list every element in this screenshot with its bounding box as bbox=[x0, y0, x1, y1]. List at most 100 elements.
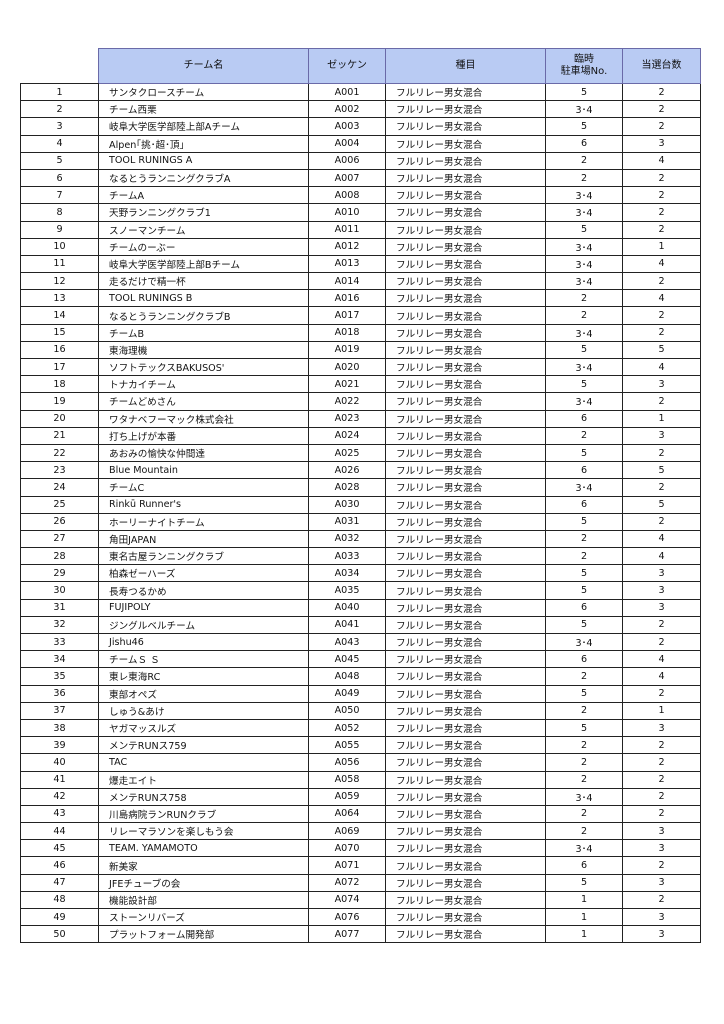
team-name: ワタナベフーマック株式会社 bbox=[98, 409, 309, 428]
header-category: 種目 bbox=[385, 48, 546, 84]
category: フルリレー男女混合 bbox=[385, 357, 546, 377]
allotted-count: 1 bbox=[622, 409, 701, 428]
table-row: 13 TOOL RUNINGS B A016 フルリレー男女混合 2 4 bbox=[20, 289, 701, 308]
table-row: 48 機能設計部 A074 フルリレー男女混合 1 2 bbox=[20, 890, 701, 910]
parking-number: 3･4 bbox=[545, 392, 623, 411]
category: フルリレー男女混合 bbox=[385, 203, 546, 222]
team-name: なるとうランニングクラブB bbox=[98, 306, 309, 325]
row-number: 36 bbox=[20, 684, 99, 703]
row-number: 45 bbox=[20, 839, 99, 858]
parking-number: 3･4 bbox=[545, 357, 623, 377]
category: フルリレー男女混合 bbox=[385, 237, 546, 256]
parking-number: 5 bbox=[545, 117, 623, 136]
header-no bbox=[20, 48, 99, 84]
team-name: チームA bbox=[98, 186, 309, 205]
allotted-count: 4 bbox=[622, 151, 701, 170]
row-number: 35 bbox=[20, 667, 99, 686]
parking-number: 5 bbox=[545, 873, 623, 892]
category: フルリレー男女混合 bbox=[385, 478, 546, 497]
team-name: スノーマンチーム bbox=[98, 220, 309, 239]
table-row: 43 川島病院ランRUNクラブ A064 フルリレー男女混合 2 2 bbox=[20, 804, 701, 824]
category: フルリレー男女混合 bbox=[385, 564, 546, 583]
team-name: 爆走エイト bbox=[98, 770, 309, 789]
allotted-count: 1 bbox=[622, 237, 701, 256]
table-row: 15 チームB A018 フルリレー男女混合 3･4 2 bbox=[20, 323, 701, 342]
allotted-count: 4 bbox=[622, 529, 701, 549]
bib-number: A019 bbox=[308, 340, 386, 360]
category: フルリレー男女混合 bbox=[385, 306, 546, 325]
parking-number: 3･4 bbox=[545, 839, 623, 858]
category: フルリレー男女混合 bbox=[385, 443, 546, 463]
row-number: 8 bbox=[20, 203, 99, 222]
parking-number: 5 bbox=[545, 82, 623, 102]
category: フルリレー男女混合 bbox=[385, 598, 546, 617]
row-number: 37 bbox=[20, 701, 99, 720]
parking-number: 2 bbox=[545, 151, 623, 170]
table-row: 32 ジングルベルチーム A041 フルリレー男女混合 5 2 bbox=[20, 615, 701, 635]
team-name: メンテRUNス759 bbox=[98, 736, 309, 755]
row-number: 47 bbox=[20, 873, 99, 892]
row-number: 46 bbox=[20, 856, 99, 875]
allotted-count: 2 bbox=[622, 736, 701, 755]
category: フルリレー男女混合 bbox=[385, 340, 546, 360]
table-row: 28 東名古屋ランニングクラブ A033 フルリレー男女混合 2 4 bbox=[20, 547, 701, 566]
parking-number: 1 bbox=[545, 907, 623, 927]
table-row: 36 東部オペズ A049 フルリレー男女混合 5 2 bbox=[20, 684, 701, 703]
table-row: 31 FUJIPOLY A040 フルリレー男女混合 6 3 bbox=[20, 598, 701, 617]
allotted-count: 2 bbox=[622, 632, 701, 652]
table-row: 10 チームのーぶー A012 フルリレー男女混合 3･4 1 bbox=[20, 237, 701, 256]
category: フルリレー男女混合 bbox=[385, 272, 546, 291]
team-name: サンタクロースチーム bbox=[98, 82, 309, 102]
bib-number: A028 bbox=[308, 478, 386, 497]
category: フルリレー男女混合 bbox=[385, 650, 546, 669]
team-name: リレーマラソンを楽しもう会 bbox=[98, 822, 309, 841]
team-name: なるとうランニングクラブA bbox=[98, 168, 309, 188]
table-row: 33 Jishu46 A043 フルリレー男女混合 3･4 2 bbox=[20, 632, 701, 652]
row-number: 15 bbox=[20, 323, 99, 342]
category: フルリレー男女混合 bbox=[385, 615, 546, 635]
team-name: プラットフォーム開発部 bbox=[98, 925, 309, 944]
table-row: 1 サンタクロースチーム A001 フルリレー男女混合 5 2 bbox=[20, 82, 701, 102]
category: フルリレー男女混合 bbox=[385, 409, 546, 428]
table-row: 5 TOOL RUNINGS A A006 フルリレー男女混合 2 4 bbox=[20, 151, 701, 170]
bib-number: A012 bbox=[308, 237, 386, 256]
category: フルリレー男女混合 bbox=[385, 907, 546, 927]
parking-number: 3･4 bbox=[545, 787, 623, 806]
allotted-count: 2 bbox=[622, 770, 701, 789]
team-name: あおみの愉快な仲間達 bbox=[98, 443, 309, 463]
team-name: TOOL RUNINGS A bbox=[98, 151, 309, 170]
allotted-count: 3 bbox=[622, 426, 701, 445]
row-number: 26 bbox=[20, 512, 99, 531]
allotted-count: 4 bbox=[622, 289, 701, 308]
parking-number: 2 bbox=[545, 753, 623, 772]
parking-number: 3･4 bbox=[545, 632, 623, 652]
row-number: 38 bbox=[20, 718, 99, 738]
category: フルリレー男女混合 bbox=[385, 804, 546, 824]
bib-number: A034 bbox=[308, 564, 386, 583]
table-row: 42 メンテRUNス758 A059 フルリレー男女混合 3･4 2 bbox=[20, 787, 701, 806]
row-number: 33 bbox=[20, 632, 99, 652]
category: フルリレー男女混合 bbox=[385, 82, 546, 102]
category: フルリレー男女混合 bbox=[385, 701, 546, 720]
bib-number: A010 bbox=[308, 203, 386, 222]
bib-number: A026 bbox=[308, 461, 386, 480]
row-number: 22 bbox=[20, 443, 99, 463]
bib-number: A024 bbox=[308, 426, 386, 445]
team-name: 東レ東海RC bbox=[98, 667, 309, 686]
row-number: 6 bbox=[20, 168, 99, 188]
category: フルリレー男女混合 bbox=[385, 684, 546, 703]
row-number: 21 bbox=[20, 426, 99, 445]
parking-number: 2 bbox=[545, 770, 623, 789]
category: フルリレー男女混合 bbox=[385, 890, 546, 910]
allotted-count: 2 bbox=[622, 306, 701, 325]
team-name: チームＳ Ｓ bbox=[98, 650, 309, 669]
team-name: 角田JAPAN bbox=[98, 529, 309, 549]
bib-number: A056 bbox=[308, 753, 386, 772]
team-name: 走るだけで精一杯 bbox=[98, 272, 309, 291]
category: フルリレー男女混合 bbox=[385, 718, 546, 738]
row-number: 24 bbox=[20, 478, 99, 497]
category: フルリレー男女混合 bbox=[385, 581, 546, 600]
allotted-count: 2 bbox=[622, 478, 701, 497]
row-number: 12 bbox=[20, 272, 99, 291]
table-row: 22 あおみの愉快な仲間達 A025 フルリレー男女混合 5 2 bbox=[20, 443, 701, 463]
